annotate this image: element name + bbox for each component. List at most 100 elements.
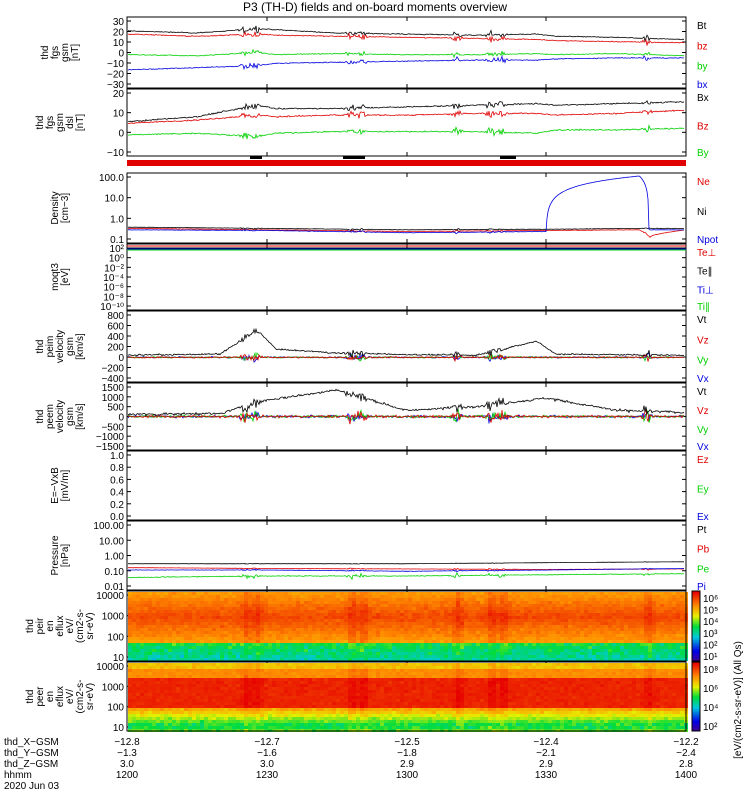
y-label-line: Pressure (50, 535, 61, 575)
series-line-by (128, 48, 685, 59)
y-tick-label: 200 (107, 343, 124, 354)
y-tick-label: −400 (101, 374, 124, 385)
y-tick-label: 1000 (102, 612, 125, 623)
y-label-line: moqt3 (50, 263, 61, 291)
legend-entry: Vx (697, 374, 709, 385)
y-axis-label: thd peir en eflux eV/(cm2-s-sr-eV) (25, 609, 96, 643)
y-axis-label: thd peer en eflux eV/(cm2-s-sr-eV) (25, 680, 96, 714)
y-tick-label: 10 (113, 38, 125, 49)
ephemeris-value: −12.4 (533, 737, 559, 748)
legend-entry: Te⊥ (697, 248, 716, 259)
ephemeris-label: hhmm (4, 770, 32, 781)
ephemeris-value: −12.2 (673, 737, 699, 748)
y-label-line: thd (35, 410, 46, 424)
ephemeris-value: 1200 (116, 770, 139, 781)
y-label-line: thd (35, 340, 46, 354)
y-label-line: eflux (55, 686, 66, 707)
colorbar-tick-label: 10³ (703, 629, 718, 640)
ephemeris-value: 1400 (675, 770, 698, 781)
series-line-bx (127, 54, 685, 71)
y-label-line: [km/s] (75, 403, 86, 430)
y-tick-label: 1000 (102, 393, 125, 404)
colorbar-frame (691, 661, 701, 732)
legend-entry: Pe (697, 564, 710, 575)
y-tick-label: −10 (107, 59, 124, 70)
y-tick-label: 0.4 (110, 488, 124, 499)
y-axis-label: thd peim velocity gsm [km/s] (35, 330, 86, 363)
colorbar-tick-label: 10⁴ (703, 617, 718, 628)
series-line-Vz (127, 353, 685, 363)
ephemeris-value: 2.9 (539, 759, 553, 770)
y-label-line: [nPa] (60, 544, 71, 568)
legend-entry: Ti∥ (697, 302, 710, 313)
series-line-Ni (127, 226, 684, 232)
series-line-Bz (127, 109, 685, 125)
legend-entry: Vy (697, 425, 708, 436)
legend-entry: bz (697, 41, 708, 52)
y-tick-label: 10 (113, 109, 125, 120)
series-line-bz (127, 30, 685, 46)
y-label-line: velocity (55, 330, 66, 363)
series-line-Pi (128, 567, 685, 573)
y-axis-label: Pressure [nPa] (50, 535, 71, 575)
y-tick-label: 20 (113, 89, 125, 100)
ephemeris-value: −2.1 (536, 748, 556, 759)
y-label-line: peer (35, 686, 46, 707)
y-label-line: velocity (55, 400, 66, 433)
y-tick-label: 0.1 (110, 235, 124, 246)
ephemeris-date: 2020 Jun 03 (4, 781, 59, 792)
y-tick-label: 20 (113, 28, 125, 39)
panel-frame (126, 520, 687, 591)
ephemeris-value: −12.8 (114, 737, 140, 748)
y-tick-label: 1.00 (105, 552, 125, 563)
series-line-Vz (127, 409, 685, 425)
y-tick-label: −1500 (96, 442, 125, 453)
legend-entry: by (697, 62, 708, 73)
panel-frame (126, 661, 687, 732)
y-label-line: thd (40, 46, 51, 60)
legend-entry: Ti⊥ (697, 285, 714, 296)
y-label-line: eV/ (65, 689, 76, 704)
colorbar-tick-label: 10⁴ (703, 703, 718, 714)
y-tick-label: −20 (107, 70, 124, 81)
y-label-line: sr-eV) (85, 612, 96, 639)
y-label-line: Density (50, 191, 61, 224)
y-tick-label: 0 (118, 49, 124, 60)
y-label-line: [eV] (60, 268, 71, 286)
ephemeris-value: −1.6 (257, 748, 277, 759)
y-axis-label: E=−VxB [mV/m] (50, 467, 71, 504)
panel-frame (126, 16, 687, 89)
y-label-line: gsm (60, 43, 71, 62)
colorbar-tick-label: 10⁶ (703, 684, 718, 695)
ephemeris-value: −12.5 (394, 737, 420, 748)
y-label-line: dsl (65, 116, 76, 129)
y-tick-label: 100 (107, 703, 124, 714)
y-axis-label: thd fgs gsm [nT] (40, 43, 81, 62)
y-label-line: E=−VxB (50, 467, 61, 504)
y-label-line: peim (45, 336, 56, 358)
series-line-Vt (127, 388, 685, 417)
mode-flag (343, 156, 365, 159)
colorbar-ion (692, 591, 700, 662)
y-tick-label: 800 (107, 311, 124, 322)
spectrogram-ion (128, 592, 688, 661)
y-tick-label: 10 (113, 723, 125, 734)
y-tick-label: 0.0 (110, 512, 124, 523)
ephemeris-value: 1300 (396, 770, 419, 781)
ephemeris-value: 2.9 (400, 759, 414, 770)
colorbar-tick-label: 10⁸ (703, 665, 718, 676)
y-tick-label: 10⁻⁸ (103, 292, 124, 303)
series-line-Npot (127, 175, 685, 235)
y-label-line: peem (45, 404, 56, 429)
y-tick-label: 0.01 (105, 582, 125, 593)
y-tick-label: 0 (118, 413, 124, 424)
series-line-Vx (127, 410, 685, 424)
ephemeris-label: thd_Z−GSM (4, 759, 58, 770)
y-tick-label: 10² (110, 244, 125, 255)
y-tick-label: 0.2 (110, 500, 124, 511)
y-label-line: en (45, 691, 56, 702)
y-axis-label: Density [cm−3] (50, 191, 71, 224)
y-tick-label: 1.0 (110, 451, 124, 462)
y-label-line: [nT] (70, 44, 81, 61)
